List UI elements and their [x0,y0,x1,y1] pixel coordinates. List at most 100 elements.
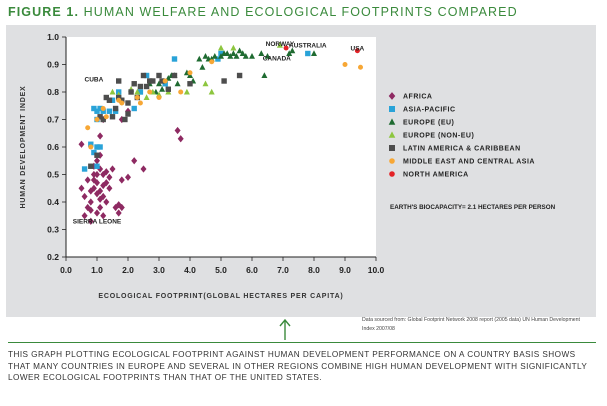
figure-caption: This graph plotting ecological footprint… [8,350,588,382]
data-point [177,135,184,143]
data-point [88,144,94,150]
data-point [115,209,122,217]
legend-marker [389,106,395,112]
data-point [143,83,150,90]
data-point [116,78,122,84]
data-point [88,141,94,147]
data-point [118,115,125,124]
data-point [91,149,97,156]
data-point [100,192,107,201]
data-point [81,192,88,201]
data-point [112,108,119,114]
data-point [276,41,283,48]
y-tick-label: 0.4 [47,197,59,207]
data-point [87,206,94,214]
data-point [209,59,215,65]
y-tick-label: 1.0 [47,32,59,42]
data-point [156,80,162,87]
data-point [94,157,100,165]
data-point [218,44,224,51]
data-point [242,52,249,59]
data-point [81,212,88,220]
data-point [143,72,150,79]
annotation-label: CANADA [263,55,291,62]
data-point [97,114,103,120]
data-point [147,78,153,84]
data-point [162,78,168,84]
data-point [233,52,240,59]
data-point [342,62,348,67]
data-point [91,105,97,112]
data-point [106,184,113,192]
data-point [131,81,137,87]
data-point [196,55,203,62]
x-tick-label: 9.0 [339,265,351,275]
series-middle-east-and-central-asia [85,59,363,150]
data-point [94,179,100,187]
data-point [264,52,271,59]
data-point [236,47,243,54]
data-point [94,108,100,114]
data-point [100,212,107,220]
x-tick-label: 7.0 [277,265,289,275]
data-point [283,45,289,51]
figure-title: FIGURE 1. HUMAN WELFARE AND ECOLOGICAL F… [8,5,518,19]
data-point [100,116,106,123]
data-point [131,157,138,165]
data-point [90,170,97,179]
data-point [134,88,141,95]
data-point [97,105,103,112]
x-tick-label: 1.0 [91,265,103,275]
y-axis-title: HUMAN DEVELOPMENT INDEX [20,85,27,208]
data-point [109,97,116,103]
data-point [106,108,113,114]
data-point [100,108,106,114]
data-point [143,94,150,100]
data-point [311,50,317,56]
data-point [137,83,144,90]
data-point [174,80,181,87]
x-tick-label: 6.0 [246,265,258,275]
data-point [227,52,234,59]
legend-marker [388,118,396,125]
x-axis-title: ECOLOGICAL FOOTPRINT(GLOBAL HECTARES PER… [98,293,343,300]
data-point [171,56,178,62]
data-point [97,187,104,195]
legend-marker [389,145,395,151]
data-point [230,44,237,51]
data-point [94,117,100,122]
figure-title-text: HUMAN WELFARE AND ECOLOGICAL FOOTPRINTS … [83,5,518,19]
plot-area [66,37,376,257]
data-point [119,100,125,106]
data-point [128,89,134,95]
data-point [97,203,104,212]
data-point [103,179,110,187]
data-point [183,88,190,95]
chart-panel: 0.2 0.3 0.4 0.5 0.6 0.7 0.8 0.9 1.0 0.0 1.0 2.0 3.0 4… [6,25,596,317]
legend-marker [389,171,395,177]
legend-label: MIDDLE EAST AND CENTRAL ASIA [403,159,535,166]
data-point [156,72,162,79]
data-point [85,125,91,131]
x-tick-label: 10.0 [368,265,385,275]
data-point [137,89,144,95]
data-point [187,81,193,87]
data-point [134,95,140,100]
y-tick-label: 0.2 [47,252,59,262]
data-point [178,89,184,95]
data-point [199,63,206,70]
data-point [354,48,360,54]
data-point [112,105,119,112]
data-point [150,78,156,84]
data-point [258,50,265,56]
figure-number: FIGURE 1. [8,5,80,19]
data-point [97,144,103,150]
annotation-label: CUBA [85,77,104,84]
data-point [125,173,131,181]
legend-label: AFRICA [403,94,432,101]
data-point [81,166,88,172]
data-point [88,163,94,169]
data-point [215,56,221,62]
data-point [211,52,218,59]
data-point [187,70,193,76]
